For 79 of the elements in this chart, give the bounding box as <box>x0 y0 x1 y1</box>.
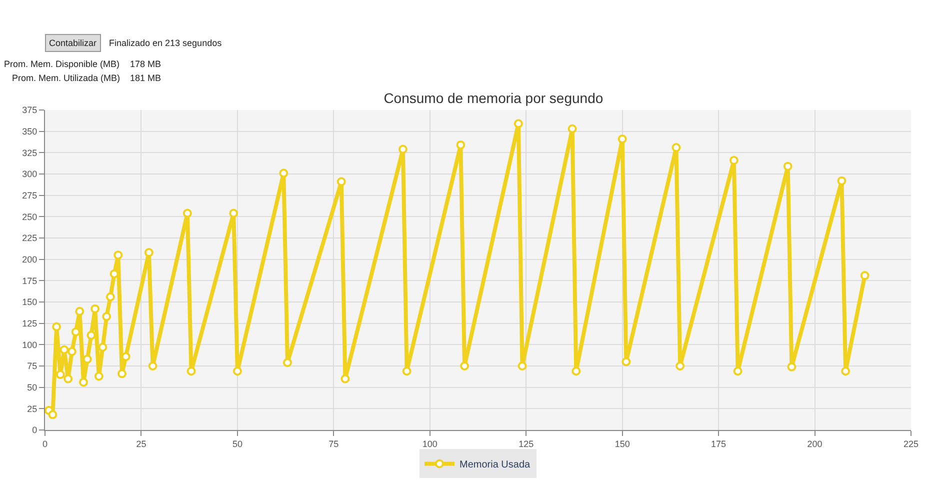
point <box>106 292 115 302</box>
y-tick-label: 225 <box>22 233 38 244</box>
point <box>572 366 581 376</box>
point <box>67 346 76 356</box>
point <box>279 168 288 178</box>
point <box>56 370 65 380</box>
y-tick-label: 275 <box>22 190 38 200</box>
point <box>676 362 685 370</box>
text: Prom. Mem. Utilizada (MB) <box>12 73 120 83</box>
point <box>282 358 292 368</box>
text: 181 MB <box>130 73 162 83</box>
point <box>117 369 126 378</box>
point <box>186 366 196 376</box>
x-tick-label: 175 <box>711 438 726 449</box>
point <box>618 134 627 144</box>
point <box>841 366 850 376</box>
x-tick-label: 125 <box>518 438 534 449</box>
point <box>86 330 96 340</box>
point <box>90 304 100 314</box>
x-tick-label: 25 <box>136 438 146 449</box>
point <box>48 410 58 420</box>
x-tick-label: 150 <box>614 438 630 449</box>
x-tick-label: 200 <box>807 438 822 449</box>
y-tick-label: 250 <box>22 212 38 222</box>
x-tick-label: 75 <box>328 438 339 449</box>
point <box>622 357 631 366</box>
y-tick-label: 175 <box>22 276 38 286</box>
point <box>340 374 350 384</box>
point <box>114 250 123 260</box>
point <box>52 322 62 332</box>
chart-title: Consumo de memoria por segundo <box>384 90 604 106</box>
point <box>398 144 408 154</box>
y-tick-label: 200 <box>22 254 38 264</box>
point <box>232 366 242 376</box>
y-tick-label: 325 <box>22 148 38 158</box>
point <box>98 342 108 352</box>
text: 178 MB <box>130 59 162 69</box>
point <box>336 177 346 186</box>
y-tick-label: 350 <box>22 126 38 136</box>
point <box>102 312 112 322</box>
point <box>64 374 73 384</box>
point <box>456 140 466 150</box>
point <box>514 119 523 128</box>
point <box>860 271 870 280</box>
legend-label: Memoria Usada <box>460 460 531 471</box>
x-tick-label: 0 <box>42 438 48 449</box>
y-tick-label: 100 <box>22 340 38 350</box>
point <box>60 345 69 354</box>
point <box>837 176 846 186</box>
point <box>729 156 738 165</box>
point <box>78 378 88 387</box>
y-tick-label: 125 <box>22 318 38 328</box>
y-tick-label: 150 <box>22 297 38 308</box>
text: Prom. Mem. Disponible (MB) <box>4 59 120 69</box>
point <box>148 362 158 370</box>
point <box>229 208 238 218</box>
y-tick-label: 25 <box>27 404 38 414</box>
point <box>182 208 192 218</box>
point <box>518 362 527 370</box>
x-tick-label: 100 <box>422 438 438 449</box>
point <box>144 248 154 258</box>
point <box>402 366 412 376</box>
y-tick-label: 300 <box>22 169 38 180</box>
point <box>568 124 577 134</box>
point <box>460 362 470 370</box>
text: Finalizado en 213 segundos <box>109 38 222 48</box>
y-tick-label: 375 <box>22 105 38 116</box>
text: Contabilizar <box>49 38 97 48</box>
y-tick-label: 50 <box>27 382 38 392</box>
point <box>733 366 742 376</box>
y-tick-label: 0 <box>32 425 38 436</box>
point <box>787 362 796 372</box>
x-tick-label: 225 <box>903 438 919 449</box>
point <box>94 372 104 381</box>
point <box>75 306 84 316</box>
x-tick-label: 50 <box>232 438 242 449</box>
point <box>783 162 792 171</box>
point <box>672 143 681 152</box>
y-tick-label: 75 <box>27 361 38 372</box>
